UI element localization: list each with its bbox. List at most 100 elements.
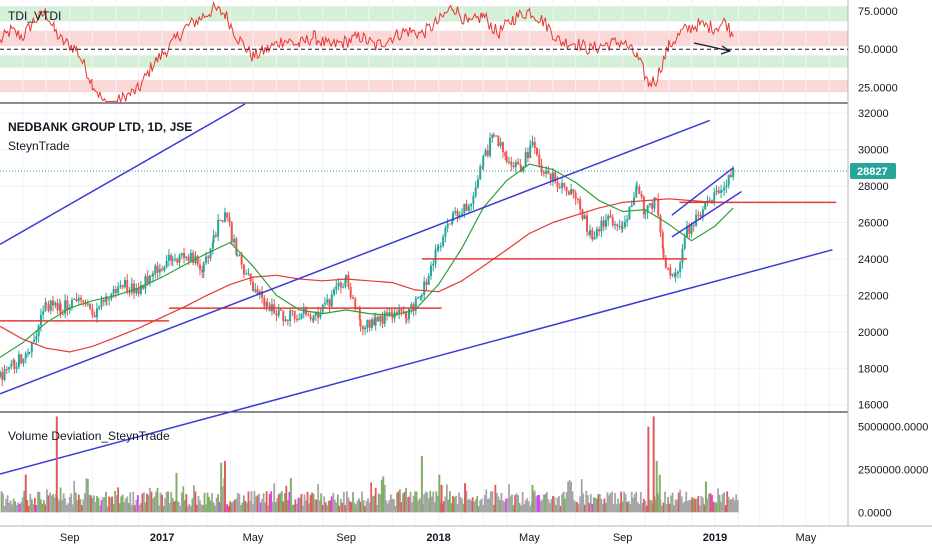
candle-body <box>214 234 217 237</box>
volume-bar <box>67 503 70 513</box>
tdi-y-tick: 25.0000 <box>858 83 898 95</box>
volume-bar <box>508 484 510 513</box>
volume-bar <box>614 493 616 513</box>
candle-body <box>284 319 287 322</box>
volume-bar <box>583 504 586 513</box>
volume-bar <box>114 490 117 513</box>
volume-bar <box>467 500 469 513</box>
arrow-head <box>720 45 732 55</box>
candle-body <box>139 285 142 294</box>
candle-body <box>1 372 4 380</box>
volume-bar <box>50 495 53 513</box>
volume-bar <box>509 496 512 513</box>
volume-bar <box>711 494 713 513</box>
volume-bar <box>585 490 588 513</box>
candle-body <box>52 300 55 306</box>
candle <box>616 223 619 232</box>
candle-body <box>561 183 564 188</box>
candle-body <box>501 142 504 153</box>
volume-bar <box>495 492 498 513</box>
volume-bar <box>302 505 304 513</box>
volume-bar <box>361 491 363 513</box>
candle <box>342 283 345 289</box>
candle <box>64 294 67 318</box>
candle <box>27 348 30 358</box>
candle-body <box>364 327 367 330</box>
candle <box>49 299 52 315</box>
candle-body <box>623 221 626 228</box>
candle <box>273 298 276 315</box>
volume-bar <box>242 495 245 513</box>
candle-body <box>404 311 407 319</box>
candle-body <box>165 260 168 267</box>
candle <box>201 266 204 279</box>
candle <box>152 270 155 283</box>
candle <box>456 208 459 223</box>
candle-body <box>189 252 192 261</box>
candle <box>192 249 195 266</box>
candle <box>242 263 245 278</box>
volume-bar <box>471 497 474 513</box>
volume-bar <box>247 491 250 513</box>
volume-bar <box>3 505 6 513</box>
volume-bar <box>76 500 79 513</box>
volume-bar <box>644 500 647 513</box>
candle <box>623 215 626 230</box>
volume-bar <box>371 496 374 513</box>
volume-bar <box>344 505 347 513</box>
volume-bar <box>256 495 259 513</box>
volume-bar <box>105 491 107 513</box>
volume-bar <box>53 497 56 513</box>
x-axis-tick: Sep <box>613 532 633 544</box>
volume-bar <box>538 494 541 513</box>
candle-body <box>298 319 301 321</box>
candle-body <box>309 315 312 320</box>
volume-bar <box>221 486 224 513</box>
volume-bar <box>492 504 495 513</box>
volume-bar <box>146 493 148 513</box>
volume-bar <box>30 499 33 513</box>
candle-body <box>458 214 461 217</box>
ma-short-line <box>0 163 734 358</box>
volume-bar <box>680 496 683 513</box>
volume-bar <box>650 500 653 513</box>
volume-bar <box>194 491 197 513</box>
candle-body <box>130 283 133 293</box>
volume-bar <box>277 494 280 513</box>
candle-body <box>448 223 451 225</box>
volume-bar <box>235 498 238 513</box>
candle-body <box>410 304 413 309</box>
candle-body <box>512 165 515 168</box>
volume-bar <box>232 501 235 513</box>
candle-body <box>414 298 417 311</box>
candle <box>727 174 730 189</box>
volume-bar <box>452 495 454 513</box>
candle-body <box>662 248 665 259</box>
volume-bar <box>497 496 500 513</box>
candle <box>221 219 224 223</box>
volume-bar <box>183 500 186 513</box>
candle <box>574 190 577 205</box>
candle <box>618 219 621 230</box>
candle <box>499 137 502 149</box>
volume-bar <box>668 503 671 513</box>
candle-body <box>547 170 550 174</box>
volume-bar <box>709 493 712 513</box>
volume-spike <box>24 474 27 513</box>
candle-body <box>576 198 579 200</box>
volume-bar <box>288 491 291 513</box>
candle-body <box>24 353 27 359</box>
candle <box>565 186 568 197</box>
volume-bar <box>602 504 604 513</box>
volume-bar <box>118 503 121 513</box>
candle-body <box>611 217 614 226</box>
volume-bar <box>270 491 273 513</box>
candle <box>442 234 445 248</box>
volume-bar <box>368 502 371 513</box>
volume-bar <box>564 498 566 513</box>
volume-bar <box>149 487 151 513</box>
candle-body <box>391 314 394 319</box>
volume-bar <box>52 494 54 513</box>
candle-body <box>497 135 500 146</box>
candle <box>561 176 564 194</box>
